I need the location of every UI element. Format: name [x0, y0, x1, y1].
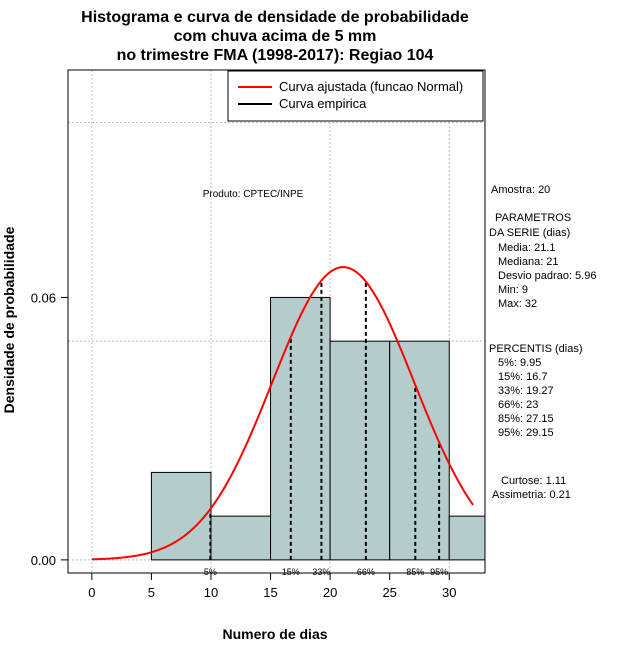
histogram-bar [448, 515, 486, 561]
param-media: Media: 21.1 [498, 242, 555, 254]
param-max: Max: 32 [498, 298, 537, 310]
percentil-33: 33%: 19.27 [498, 385, 554, 397]
percentile-label: 33% [312, 567, 330, 577]
percentil-66: 66%: 23 [498, 399, 538, 411]
y-axis: 0.00 0.06 [31, 290, 69, 568]
x-tick-label: 5 [148, 585, 155, 600]
histogram-bars [150, 296, 486, 561]
chart-title: Histograma e curva de densidade de proba… [81, 9, 469, 64]
histogram-bar [389, 340, 450, 561]
params-title-2: DA SERIE (dias) [489, 227, 570, 239]
x-tick-label: 0 [88, 585, 95, 600]
param-mediana: Mediana: 21 [498, 256, 559, 268]
params-title-1: PARAMETROS [495, 212, 571, 224]
x-tick-label: 30 [442, 585, 456, 600]
normal-fit-curve [91, 266, 474, 561]
percentile-label: 15% [282, 567, 300, 577]
x-tick-label: 10 [204, 585, 218, 600]
title-line-1: Histograma e curva de densidade de proba… [81, 9, 469, 26]
percentile-label: 95% [430, 567, 448, 577]
y-tick-label: 0.06 [31, 290, 56, 305]
credit-text: Produto: CPTEC/INPE [203, 189, 304, 200]
percentil-85: 85%: 27.15 [498, 413, 554, 425]
title-line-3: no trimestre FMA (1998-2017): Regiao 104 [117, 47, 434, 64]
x-axis: 0 5 10 15 20 25 30 [88, 572, 456, 600]
param-min: Min: 9 [498, 284, 528, 296]
percentile-label: 66% [357, 567, 375, 577]
param-desvio: Desvio padrao: 5.96 [498, 270, 596, 282]
percentil-15: 15%: 16.7 [498, 371, 548, 383]
sample-size: Amostra: 20 [491, 184, 550, 196]
x-tick-label: 20 [323, 585, 337, 600]
percentis-title: PERCENTIS (dias) [489, 343, 583, 355]
legend: Curva ajustada (funcao Normal) Curva emp… [227, 70, 484, 122]
x-tick-label: 25 [382, 585, 396, 600]
histogram-bar [150, 471, 212, 561]
percentile-label: 5% [204, 567, 217, 577]
assimetria: Assimetria: 0.21 [492, 489, 571, 501]
y-tick-label: 0.00 [31, 553, 56, 568]
percentile-label: 85% [406, 567, 424, 577]
stats-panel: Amostra: 20 PARAMETROS DA SERIE (dias) M… [489, 184, 596, 501]
legend-label-empirical: Curva empirica [279, 96, 367, 111]
percentile-lines: 5% 15% 33% 66% 85% 95% [204, 280, 448, 577]
percentil-5: 5%: 9.95 [498, 357, 541, 369]
histogram-bar [210, 515, 272, 561]
curtose: Curtose: 1.11 [501, 475, 566, 487]
y-axis-title: Densidade de probabilidade [1, 226, 17, 413]
x-axis-title: Numero de dias [222, 626, 327, 642]
histogram-bar [270, 296, 331, 561]
histogram-bar [329, 340, 391, 561]
title-line-2: com chuva acima de 5 mm [174, 28, 377, 45]
legend-box [227, 70, 484, 122]
percentil-95: 95%: 29.15 [498, 427, 554, 439]
legend-label-fit: Curva ajustada (funcao Normal) [279, 79, 463, 94]
x-tick-label: 15 [263, 585, 277, 600]
